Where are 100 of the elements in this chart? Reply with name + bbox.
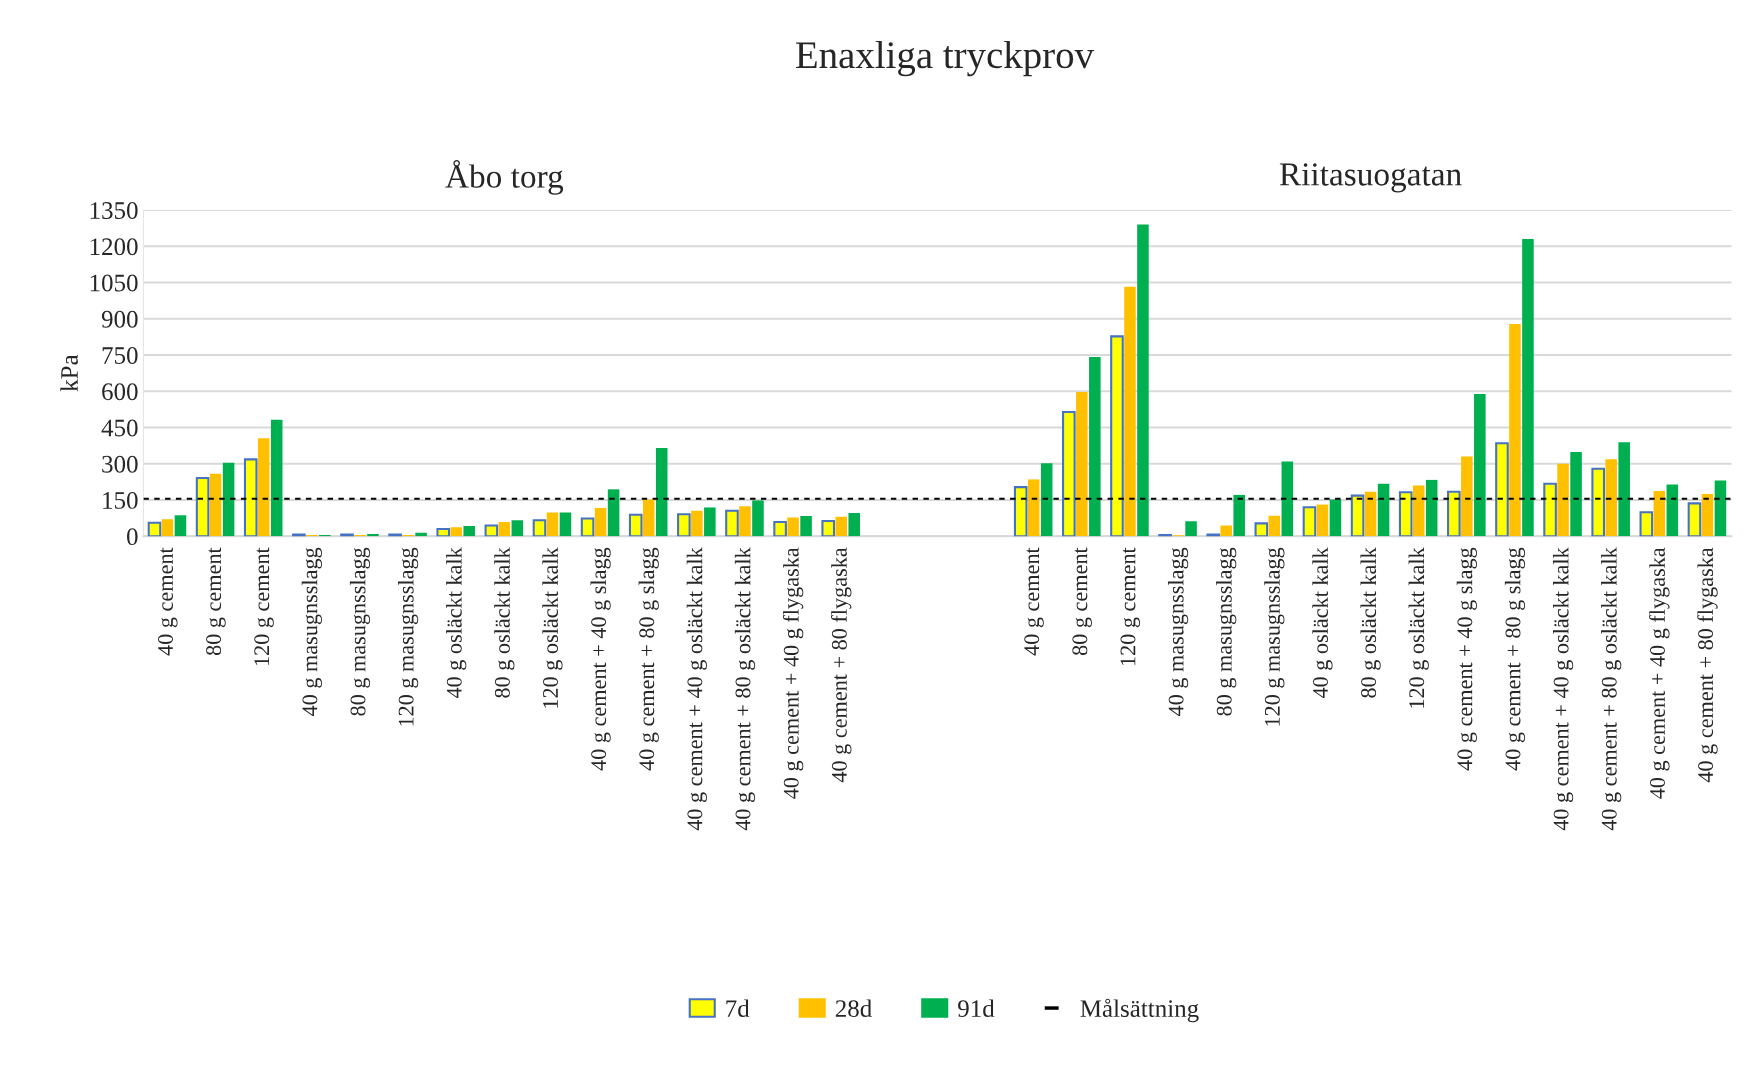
x-tick-label: 40 g cement + 80 g osläckt kalk <box>1601 547 1622 831</box>
bar <box>642 499 655 537</box>
bar <box>580 517 595 537</box>
y-tick-label: 600 <box>102 383 138 401</box>
bar <box>725 509 739 537</box>
bar <box>1220 525 1232 537</box>
bar <box>1714 480 1727 537</box>
bar <box>704 507 716 537</box>
bar <box>1110 335 1124 537</box>
text: Åbo torg <box>445 160 564 195</box>
x-tick-label: 120 g osläckt kalk <box>1408 547 1429 708</box>
y-axis-title: kPa <box>60 354 78 392</box>
bar <box>1350 494 1365 537</box>
bar <box>270 419 283 537</box>
bar <box>463 526 475 537</box>
bar <box>1605 459 1617 537</box>
y-tick-label: 1350 <box>90 202 138 219</box>
bar <box>1329 499 1342 537</box>
bar <box>1076 391 1088 537</box>
bar <box>1461 456 1473 537</box>
bar <box>800 515 812 537</box>
x-tick-label: 40 g cement + 80 g slagg <box>1504 547 1526 771</box>
y-tick-label: 300 <box>102 455 138 473</box>
bar <box>1364 491 1377 537</box>
bar <box>1522 239 1534 537</box>
bar <box>1687 502 1702 537</box>
bar <box>1281 461 1294 537</box>
x-tick-label: 80 g masugnsslagg <box>349 547 371 716</box>
bar <box>511 520 524 537</box>
bar <box>195 476 210 537</box>
y-tick-label: 150 <box>103 492 138 509</box>
x-tick-label: 40 g cement + 40 g slagg <box>1456 547 1477 771</box>
bar <box>1701 493 1714 537</box>
legend-label: Målsättning <box>1080 998 1199 1023</box>
bar <box>787 517 799 537</box>
x-tick-label: 40 g cement + 40 g flygaska <box>1649 547 1670 799</box>
y-tick-label: 450 <box>101 419 138 437</box>
bar <box>174 515 187 537</box>
bar <box>147 521 162 537</box>
bar <box>222 462 235 537</box>
bar <box>498 521 511 537</box>
bar <box>161 519 174 537</box>
bar <box>752 500 764 537</box>
x-tick-label: 40 g cement + 80 g slagg <box>638 547 659 771</box>
bar <box>739 506 751 537</box>
bar <box>835 516 847 537</box>
bar <box>1137 224 1149 537</box>
bar <box>450 527 462 537</box>
bar <box>1185 521 1197 537</box>
x-tick-label: 80 g osläckt kalk <box>1360 547 1381 698</box>
bar <box>1653 491 1666 537</box>
bar <box>773 520 787 537</box>
y-tick-label: 1200 <box>90 238 138 256</box>
bar <box>1495 442 1509 537</box>
bar <box>1447 490 1461 537</box>
bar <box>1124 286 1136 537</box>
x-tick-label: 40 g cement + 40 g flygaska <box>782 547 804 799</box>
bar <box>691 510 703 537</box>
bar <box>1316 504 1329 537</box>
legend-label: 7d <box>726 999 750 1018</box>
bar <box>1268 515 1281 537</box>
x-tick-label: 80 g cement <box>1072 547 1092 656</box>
bar <box>1089 356 1101 537</box>
x-tick-label: 40 g osläckt kalk <box>446 547 467 699</box>
x-tick-label: 80 g osläckt kalk <box>494 547 515 698</box>
x-tick-label: 40 g masugnsslagg <box>301 547 322 717</box>
x-tick-label: 40 g cement + 80 flygaska <box>1697 547 1718 783</box>
bar <box>655 448 668 537</box>
x-tick-label: 120 g osläckt kalk <box>542 547 563 708</box>
bar <box>257 438 270 537</box>
bar <box>1474 394 1486 537</box>
x-tick-label: 40 g masugnsslagg <box>1167 547 1189 717</box>
bar <box>1425 479 1438 537</box>
bar <box>1570 452 1582 537</box>
x-tick-label: 40 g cement + 40 g osläckt kalk <box>686 547 707 831</box>
bar <box>1013 486 1028 537</box>
x-tick-label: 40 g cement <box>1024 547 1044 656</box>
bar <box>243 458 258 537</box>
x-tick-label: 80 g cement <box>206 547 226 656</box>
bar <box>415 532 427 537</box>
bar <box>1639 511 1654 537</box>
x-tick-label: 40 g cement + 40 g osläckt kalk <box>1552 547 1574 831</box>
legend-label: 91d <box>958 999 995 1018</box>
text: Riitasuogatan <box>1279 163 1462 193</box>
bar <box>1302 506 1317 537</box>
x-tick-label: 120 g cement <box>254 547 274 666</box>
bar <box>436 527 451 537</box>
bar <box>821 519 836 537</box>
bar <box>1557 463 1569 537</box>
bar <box>1398 491 1413 537</box>
bar <box>559 512 572 537</box>
bar <box>848 513 860 537</box>
bar <box>628 513 643 537</box>
chart-title: Enaxliga tryckprov <box>796 40 1095 77</box>
bar <box>1509 324 1521 537</box>
bar <box>1618 442 1630 537</box>
bar <box>209 473 222 537</box>
bar <box>367 534 379 537</box>
bar <box>1040 463 1053 537</box>
bar <box>677 513 691 537</box>
